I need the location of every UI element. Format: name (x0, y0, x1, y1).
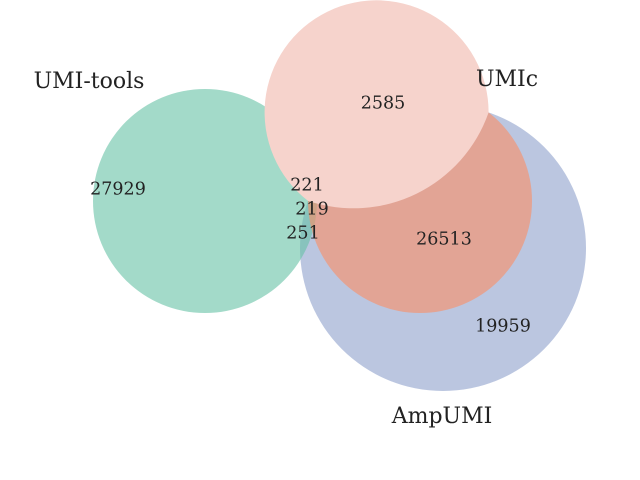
count-umi-tools-only: 27929 (90, 180, 146, 200)
set-label-ampumi: AmpUMI (391, 404, 493, 429)
umic-ampumi-overlap (264, 0, 489, 209)
set-label-umic: UMIc (476, 67, 538, 92)
umi-tools-circle (93, 89, 317, 313)
count-ampumi-only: 19959 (475, 317, 531, 337)
set-label-umi-tools: UMI-tools (34, 69, 145, 94)
count-all-three: 219 (295, 200, 328, 220)
count-umi-tools-umic: 221 (290, 176, 323, 196)
count-umic-only: 2585 (361, 94, 406, 114)
count-umi-tools-ampumi: 251 (286, 224, 319, 244)
count-umic-ampumi: 26513 (416, 230, 472, 250)
